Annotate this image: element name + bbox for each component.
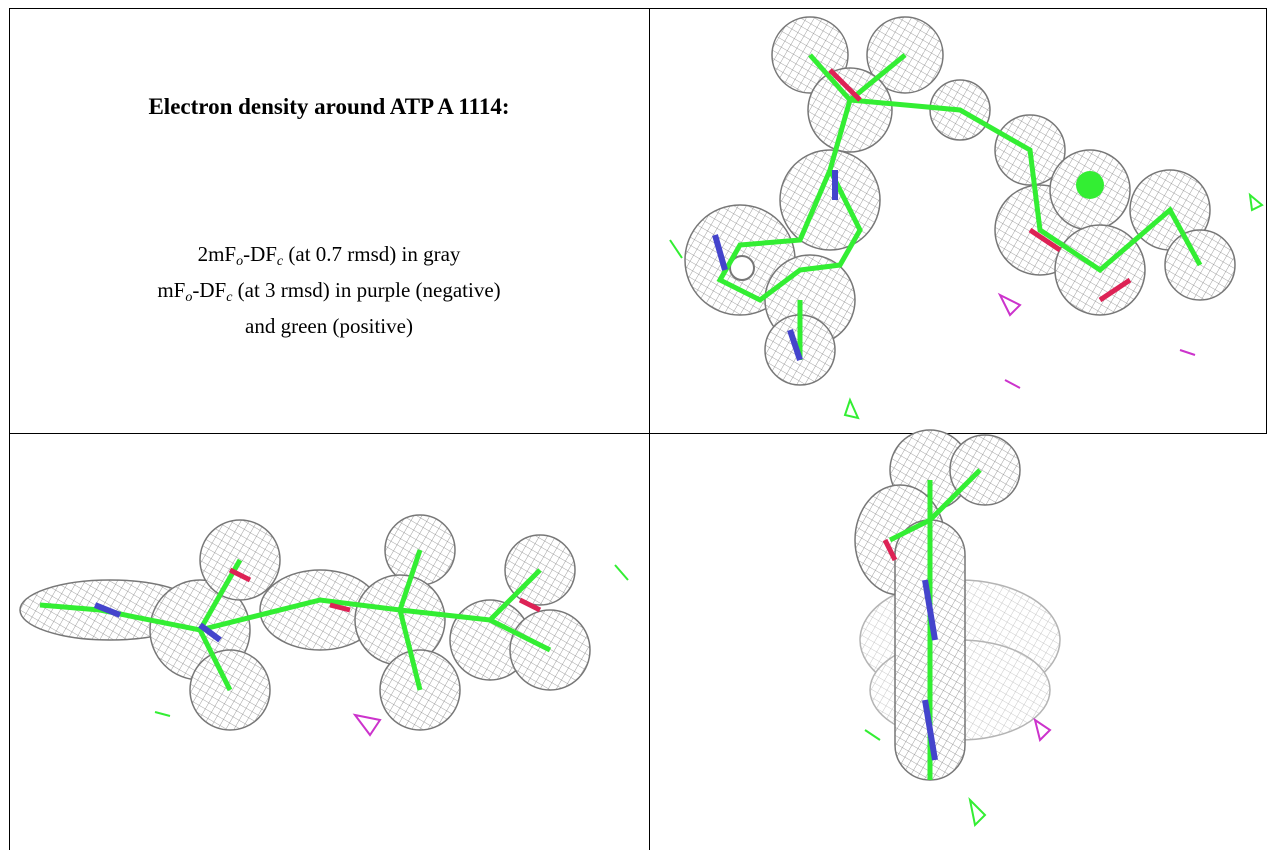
caption-line: mFo-DFc (at 3 rmsd) in purple (negative) — [10, 276, 648, 312]
caption-body: 2mFo-DFc (at 0.7 rmsd) in gray mFo-DFc (… — [10, 240, 648, 340]
text: -DF — [243, 242, 277, 266]
caption-line: 2mFo-DFc (at 0.7 rmsd) in gray — [10, 240, 648, 276]
subscript: c — [276, 254, 284, 269]
molecule-view-3 — [854, 429, 1061, 828]
subscript: c — [226, 290, 233, 305]
molecule-view-2 — [19, 514, 629, 737]
subscript: o — [185, 290, 193, 305]
text: 2mF — [197, 242, 237, 266]
subscript: o — [236, 254, 244, 269]
text: mF — [157, 278, 186, 302]
caption-title: Electron density around ATP A 1114: — [148, 94, 510, 119]
caption-line: and green (positive) — [245, 314, 413, 338]
text: (at 0.7 rmsd) in gray — [283, 242, 461, 266]
text: -DF — [192, 278, 227, 302]
text: (at 3 rmsd) in purple (negative) — [232, 278, 501, 302]
molecule-view-1 — [669, 16, 1264, 420]
